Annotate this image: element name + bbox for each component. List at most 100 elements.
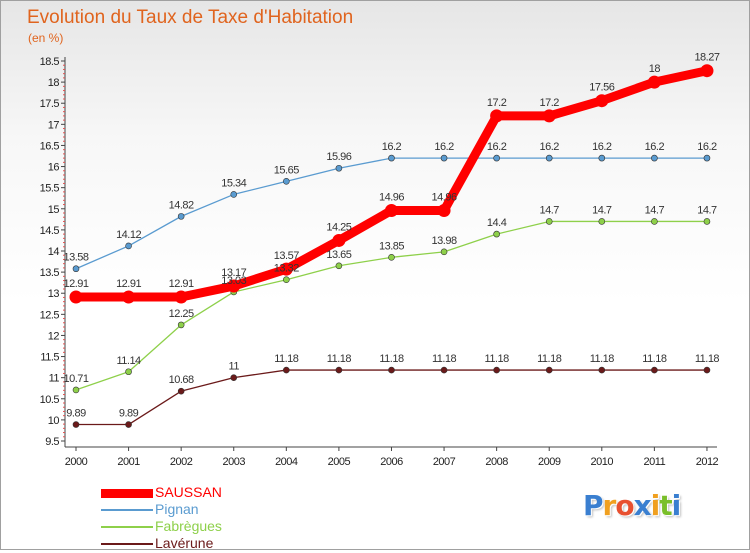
- data-point: [335, 164, 343, 172]
- data-point: [493, 366, 500, 374]
- x-tick-label: 2010: [591, 456, 614, 468]
- data-label: 14.96: [432, 191, 457, 203]
- y-tick-label: 9.5: [45, 436, 59, 448]
- data-label: 16.2: [487, 141, 507, 153]
- x-tick-label: 2009: [538, 456, 561, 468]
- x-tick-label: 2004: [275, 456, 298, 468]
- chart-title: Evolution du Taux de Taxe d'Habitation: [27, 7, 354, 28]
- data-point: [542, 109, 556, 123]
- data-point: [545, 218, 553, 225]
- data-label: 14.7: [697, 204, 717, 216]
- data-label: 15.34: [221, 177, 246, 189]
- data-point: [545, 154, 553, 162]
- y-tick-label: 17.5: [40, 98, 60, 110]
- data-label: 14.7: [540, 204, 560, 216]
- x-tick-label: 2003: [222, 456, 245, 468]
- data-point: [700, 64, 714, 78]
- y-tick-label: 18.5: [40, 56, 60, 68]
- data-point: [651, 218, 658, 225]
- chart-axes: 9.5 10 10.5 11 11.5 12 12.5 13 13.5 14 14.5 15 15.5 1…: [40, 56, 719, 468]
- data-label: 9.89: [119, 408, 139, 420]
- data-point: [283, 276, 290, 284]
- x-tick-label: 2012: [696, 456, 719, 468]
- data-label: 13.98: [432, 235, 457, 247]
- y-tick-label: 10: [48, 415, 60, 427]
- data-point: [177, 387, 185, 395]
- data-label: 13.32: [274, 263, 299, 275]
- data-point: [545, 366, 553, 374]
- data-label: 10.68: [169, 374, 194, 386]
- data-label: 14.96: [379, 191, 404, 203]
- legend-label: Fabrègues: [155, 518, 222, 534]
- data-point: [595, 94, 609, 108]
- logo-letter: t: [659, 489, 672, 522]
- legend-swatch: [101, 509, 153, 511]
- data-point: [335, 366, 343, 374]
- data-label: 17.2: [487, 97, 507, 109]
- series-line-0: [71, 66, 712, 302]
- data-label: 11.18: [274, 353, 299, 365]
- data-label: 17.56: [589, 82, 614, 94]
- data-point: [490, 109, 504, 123]
- proxiti-logo: Proxiti: [583, 489, 681, 522]
- data-point: [230, 374, 238, 381]
- data-label: 18: [649, 63, 661, 75]
- data-point: [440, 366, 448, 374]
- data-label: 18.27: [694, 52, 719, 64]
- data-label: 11.14: [116, 355, 141, 367]
- data-point: [230, 191, 238, 198]
- data-label: 11.18: [379, 353, 404, 365]
- x-tick-label: 2005: [328, 456, 351, 468]
- data-point: [177, 321, 185, 329]
- data-label: 14.7: [645, 204, 665, 216]
- y-tick-label: 15: [48, 204, 60, 216]
- data-point: [493, 154, 500, 162]
- data-label: 12.91: [169, 278, 194, 290]
- data-label: 11.18: [695, 353, 720, 365]
- x-tick-label: 2011: [644, 456, 666, 468]
- data-point: [703, 154, 711, 162]
- data-label: 11.18: [327, 353, 352, 365]
- data-point: [651, 366, 658, 374]
- data-label: 11.18: [590, 353, 615, 365]
- data-label: 13.85: [379, 240, 404, 252]
- data-label: 14.25: [326, 221, 351, 233]
- chart-data-labels: 9.89 9.89 10.68 11 11.18 11.18 11.18 11.18 11.18…: [63, 52, 720, 420]
- data-point: [283, 366, 290, 374]
- data-point: [335, 262, 343, 270]
- data-point: [69, 290, 83, 304]
- data-point: [388, 254, 395, 261]
- data-label: 11.18: [537, 353, 562, 365]
- data-point: [72, 386, 80, 394]
- y-tick-label: 11: [49, 373, 60, 385]
- data-point: [332, 233, 346, 247]
- y-tick-label: 13: [48, 288, 60, 300]
- x-tick-label: 2001: [117, 456, 140, 468]
- data-label: 12.25: [169, 308, 194, 320]
- data-label: 16.2: [434, 141, 454, 153]
- data-point: [440, 248, 448, 256]
- x-tick-label: 2008: [485, 456, 508, 468]
- data-label: 12.91: [63, 278, 88, 290]
- data-point: [384, 203, 398, 217]
- y-tick-label: 18: [48, 77, 60, 89]
- legend-label: SAUSSAN: [155, 484, 222, 500]
- x-tick-label: 2006: [380, 456, 403, 468]
- x-tick-label: 2002: [170, 456, 193, 468]
- data-point: [125, 368, 132, 376]
- data-label: 12.91: [116, 278, 141, 290]
- data-label: 13.03: [221, 275, 246, 287]
- data-label: 13.17: [221, 267, 246, 279]
- logo-letter: o: [615, 489, 634, 522]
- data-point: [125, 242, 132, 250]
- y-tick-label: 11.5: [40, 352, 59, 364]
- data-label: 15.96: [326, 151, 351, 163]
- logo-letter: x: [633, 489, 652, 522]
- data-point: [72, 265, 80, 273]
- data-label: 16.2: [645, 141, 665, 153]
- data-point: [651, 154, 658, 162]
- data-point: [598, 366, 606, 374]
- y-tick-label: 16: [48, 162, 60, 174]
- data-point: [279, 262, 293, 276]
